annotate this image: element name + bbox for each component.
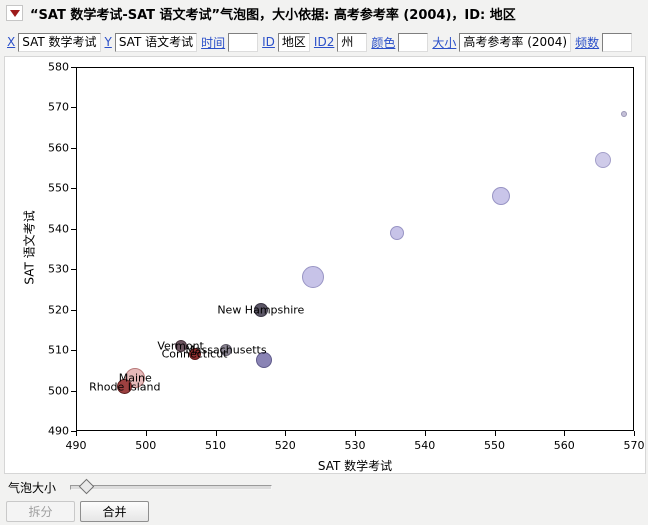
x-tick-label: 500 bbox=[135, 439, 157, 452]
y-role-link[interactable]: Y bbox=[104, 35, 112, 49]
x-tick-label: 550 bbox=[484, 439, 505, 452]
freq-role-link[interactable]: 频数 bbox=[575, 35, 600, 50]
y-tick-label: 490 bbox=[48, 424, 69, 438]
split-button[interactable]: 拆分 bbox=[6, 501, 75, 522]
bubble[interactable] bbox=[302, 266, 325, 289]
x-role-link[interactable]: X bbox=[7, 35, 16, 49]
bubble[interactable] bbox=[188, 348, 201, 361]
bubble-label: Maine bbox=[118, 371, 152, 385]
bubble-size-row: 气泡大小 bbox=[8, 478, 273, 495]
x-tick-label: 540 bbox=[414, 439, 436, 452]
control-color: 颜色 bbox=[371, 32, 429, 52]
y-tick-label: 570 bbox=[48, 100, 69, 114]
x-tick-label: 510 bbox=[205, 439, 226, 452]
y-tick-label: 550 bbox=[48, 181, 69, 195]
bubble-size-slider-thumb[interactable] bbox=[78, 478, 95, 494]
x-tick-label: 530 bbox=[344, 439, 366, 452]
bubble[interactable] bbox=[174, 340, 187, 353]
control-id2: ID2 州 bbox=[313, 32, 368, 52]
id2-role-value[interactable]: 州 bbox=[337, 32, 368, 52]
id-role-value[interactable]: 地区 bbox=[277, 32, 310, 52]
role-controls-row: X SAT 数学考试 Y SAT 语文考试 时间 ID 地区 ID2 州 颜色 … bbox=[7, 31, 633, 53]
size-role-value[interactable]: 高考参考率 (2004) bbox=[459, 32, 572, 52]
y-tick-mark bbox=[71, 147, 76, 149]
x-tick-mark bbox=[355, 431, 356, 436]
y-tick-label: 560 bbox=[48, 141, 69, 155]
y-axis-title: SAT 语文考试 bbox=[22, 210, 37, 285]
bubble-label: Massachusetts bbox=[185, 343, 267, 357]
bubble[interactable] bbox=[620, 110, 627, 117]
y-tick-mark bbox=[71, 228, 76, 230]
id2-role-link[interactable]: ID2 bbox=[313, 35, 335, 49]
control-id: ID 地区 bbox=[262, 32, 310, 52]
title-bar: “SAT 数学考试-SAT 语文考试”气泡图，大小依据: 高考参考率 (2004… bbox=[6, 3, 516, 23]
red-triangle-icon bbox=[9, 9, 20, 17]
control-freq: 频数 bbox=[575, 32, 633, 52]
id-role-link[interactable]: ID bbox=[262, 35, 275, 49]
bubble[interactable] bbox=[256, 352, 273, 369]
bubble[interactable] bbox=[117, 379, 133, 394]
y-tick-label: 500 bbox=[48, 384, 69, 398]
y-tick-label: 580 bbox=[48, 60, 69, 74]
x-tick-label: 570 bbox=[623, 439, 645, 452]
control-size: 大小 高考参考率 (2004) bbox=[432, 32, 572, 52]
bubble-size-slider[interactable] bbox=[70, 478, 273, 494]
y-tick-mark bbox=[71, 309, 76, 311]
combine-button[interactable]: 合并 bbox=[80, 501, 149, 522]
x-tick-mark bbox=[494, 431, 496, 436]
time-role-link[interactable]: 时间 bbox=[201, 35, 226, 50]
y-role-value[interactable]: SAT 语文考试 bbox=[114, 32, 198, 52]
x-tick-mark bbox=[76, 431, 77, 436]
bubble-label: Vermont bbox=[157, 339, 204, 353]
control-x: X SAT 数学考试 bbox=[7, 32, 101, 52]
size-role-link[interactable]: 大小 bbox=[432, 35, 457, 50]
x-tick-label: 520 bbox=[274, 439, 296, 452]
control-time: 时间 bbox=[201, 32, 259, 52]
y-tick-label: 530 bbox=[48, 262, 69, 276]
x-tick-mark bbox=[145, 431, 147, 436]
y-tick-mark bbox=[71, 107, 76, 109]
bubble-label: Connecticut bbox=[161, 347, 228, 361]
red-triangle-menu-button[interactable] bbox=[6, 5, 23, 21]
chart-panel: SAT 数学考试 SAT 语文考试 490 500 510 520 530 540 550 5… bbox=[4, 56, 646, 474]
bubble[interactable] bbox=[389, 225, 404, 240]
x-axis-title: SAT 数学考试 bbox=[317, 459, 393, 473]
bubble-label: New Hampshire bbox=[217, 303, 305, 317]
y-tick-mark bbox=[71, 350, 76, 352]
y-tick-mark bbox=[71, 431, 76, 432]
x-tick-mark bbox=[564, 431, 566, 436]
bubble[interactable] bbox=[219, 344, 232, 357]
time-role-value[interactable] bbox=[228, 32, 259, 52]
plot-area[interactable] bbox=[76, 67, 634, 431]
bubble[interactable] bbox=[492, 187, 511, 206]
bubble[interactable] bbox=[594, 152, 611, 169]
page-title: “SAT 数学考试-SAT 语文考试”气泡图，大小依据: 高考参考率 (2004… bbox=[30, 7, 516, 23]
x-tick-mark bbox=[215, 431, 217, 436]
bubble[interactable] bbox=[253, 302, 268, 317]
y-tick-mark bbox=[71, 188, 76, 190]
button-row: 拆分 合并 bbox=[6, 501, 149, 522]
freq-role-value[interactable] bbox=[602, 32, 633, 52]
x-tick-mark bbox=[285, 431, 287, 436]
x-tick-mark bbox=[424, 431, 426, 436]
y-tick-mark bbox=[71, 67, 76, 68]
x-role-value[interactable]: SAT 数学考试 bbox=[18, 32, 101, 52]
y-tick-label: 520 bbox=[48, 303, 69, 317]
color-role-link[interactable]: 颜色 bbox=[371, 35, 396, 50]
y-tick-label: 510 bbox=[48, 343, 69, 357]
y-tick-label: 540 bbox=[48, 222, 69, 236]
control-y: Y SAT 语文考试 bbox=[104, 32, 198, 52]
x-tick-label: 560 bbox=[553, 439, 575, 452]
bubble-label: Rhode Island bbox=[89, 380, 161, 393]
y-tick-mark bbox=[71, 390, 76, 392]
y-tick-mark bbox=[71, 269, 76, 271]
bubble-size-label: 气泡大小 bbox=[8, 480, 57, 495]
x-tick-mark bbox=[634, 431, 635, 436]
color-role-value[interactable] bbox=[398, 32, 429, 52]
x-tick-label: 490 bbox=[65, 439, 87, 452]
